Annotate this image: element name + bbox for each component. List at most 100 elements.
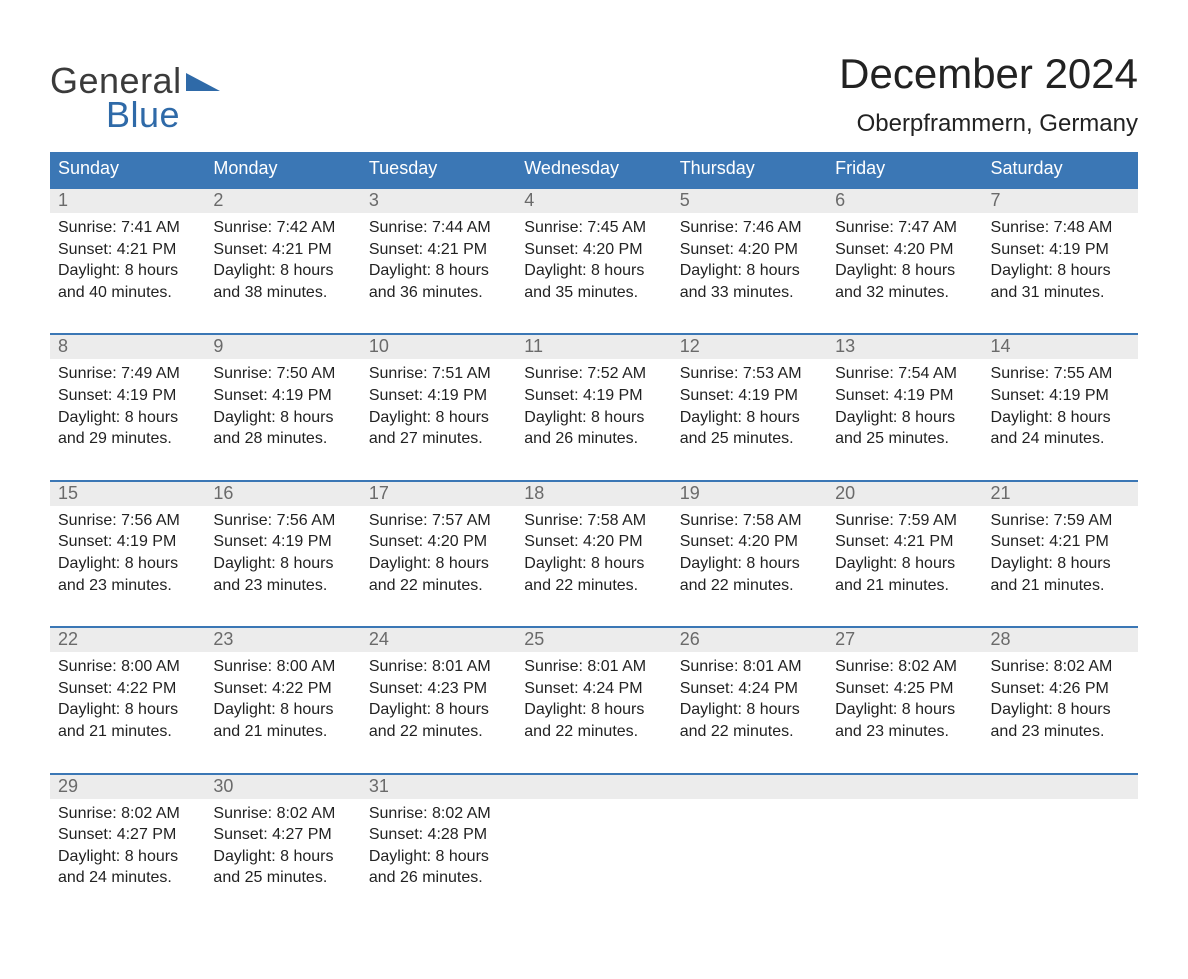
daylight-line-1: Daylight: 8 hours	[58, 407, 197, 429]
day-number: 15	[50, 482, 205, 506]
daylight-line-2: and 25 minutes.	[213, 867, 352, 889]
day-number: 9	[205, 335, 360, 359]
day-number: 6	[827, 189, 982, 213]
daylight-line-2: and 33 minutes.	[680, 282, 819, 304]
daylight-line-1: Daylight: 8 hours	[991, 260, 1130, 282]
sunset-line: Sunset: 4:19 PM	[369, 385, 508, 407]
sunset-line: Sunset: 4:23 PM	[369, 678, 508, 700]
daylight-line-2: and 24 minutes.	[991, 428, 1130, 450]
daylight-line-2: and 21 minutes.	[213, 721, 352, 743]
day-detail: Sunrise: 7:52 AMSunset: 4:19 PMDaylight:…	[516, 359, 671, 449]
daylight-line-2: and 28 minutes.	[213, 428, 352, 450]
sunrise-line: Sunrise: 7:58 AM	[680, 510, 819, 532]
day-detail: Sunrise: 8:00 AMSunset: 4:22 PMDaylight:…	[205, 652, 360, 742]
day-number	[672, 775, 827, 799]
weekday-tuesday: Tuesday	[361, 152, 516, 187]
day-number: 2	[205, 189, 360, 213]
sunset-line: Sunset: 4:21 PM	[369, 239, 508, 261]
daylight-line-1: Daylight: 8 hours	[369, 846, 508, 868]
day-number: 3	[361, 189, 516, 213]
daylight-line-2: and 23 minutes.	[58, 575, 197, 597]
day-detail: Sunrise: 7:51 AMSunset: 4:19 PMDaylight:…	[361, 359, 516, 449]
sunset-line: Sunset: 4:19 PM	[213, 531, 352, 553]
day-detail: Sunrise: 8:02 AMSunset: 4:26 PMDaylight:…	[983, 652, 1138, 742]
daylight-line-1: Daylight: 8 hours	[213, 846, 352, 868]
daylight-line-1: Daylight: 8 hours	[680, 699, 819, 721]
daylight-line-1: Daylight: 8 hours	[58, 260, 197, 282]
sunset-line: Sunset: 4:19 PM	[213, 385, 352, 407]
day-number: 12	[672, 335, 827, 359]
month-title: December 2024	[839, 50, 1138, 98]
daylight-line-1: Daylight: 8 hours	[524, 553, 663, 575]
sunrise-line: Sunrise: 7:53 AM	[680, 363, 819, 385]
sunrise-line: Sunrise: 7:45 AM	[524, 217, 663, 239]
daylight-line-2: and 21 minutes.	[835, 575, 974, 597]
logo: General Blue	[50, 60, 220, 136]
sunset-line: Sunset: 4:19 PM	[58, 531, 197, 553]
daylight-line-2: and 22 minutes.	[524, 721, 663, 743]
daylight-line-2: and 23 minutes.	[213, 575, 352, 597]
daylight-line-1: Daylight: 8 hours	[369, 407, 508, 429]
detail-row: Sunrise: 8:00 AMSunset: 4:22 PMDaylight:…	[50, 652, 1138, 772]
sunset-line: Sunset: 4:21 PM	[213, 239, 352, 261]
day-detail: Sunrise: 7:56 AMSunset: 4:19 PMDaylight:…	[50, 506, 205, 596]
daylight-line-2: and 21 minutes.	[991, 575, 1130, 597]
detail-row: Sunrise: 7:41 AMSunset: 4:21 PMDaylight:…	[50, 213, 1138, 333]
sunrise-line: Sunrise: 8:02 AM	[835, 656, 974, 678]
sunset-line: Sunset: 4:28 PM	[369, 824, 508, 846]
daylight-line-1: Daylight: 8 hours	[680, 407, 819, 429]
day-detail: Sunrise: 7:54 AMSunset: 4:19 PMDaylight:…	[827, 359, 982, 449]
weekday-wednesday: Wednesday	[516, 152, 671, 187]
daylight-line-2: and 25 minutes.	[680, 428, 819, 450]
day-number: 10	[361, 335, 516, 359]
day-detail: Sunrise: 8:02 AMSunset: 4:27 PMDaylight:…	[205, 799, 360, 889]
sunrise-line: Sunrise: 8:01 AM	[369, 656, 508, 678]
daylight-line-2: and 23 minutes.	[991, 721, 1130, 743]
sunrise-line: Sunrise: 7:48 AM	[991, 217, 1130, 239]
day-number: 1	[50, 189, 205, 213]
week-row: 22232425262728Sunrise: 8:00 AMSunset: 4:…	[50, 626, 1138, 772]
day-detail: Sunrise: 7:42 AMSunset: 4:21 PMDaylight:…	[205, 213, 360, 303]
day-number: 29	[50, 775, 205, 799]
daylight-line-2: and 29 minutes.	[58, 428, 197, 450]
sunrise-line: Sunrise: 7:51 AM	[369, 363, 508, 385]
daylight-line-2: and 21 minutes.	[58, 721, 197, 743]
sunrise-line: Sunrise: 7:56 AM	[58, 510, 197, 532]
daylight-line-1: Daylight: 8 hours	[991, 407, 1130, 429]
day-detail: Sunrise: 7:41 AMSunset: 4:21 PMDaylight:…	[50, 213, 205, 303]
sunset-line: Sunset: 4:20 PM	[524, 531, 663, 553]
day-number: 28	[983, 628, 1138, 652]
day-detail: Sunrise: 7:55 AMSunset: 4:19 PMDaylight:…	[983, 359, 1138, 449]
day-number: 7	[983, 189, 1138, 213]
sunset-line: Sunset: 4:24 PM	[680, 678, 819, 700]
daylight-line-1: Daylight: 8 hours	[369, 553, 508, 575]
sunset-line: Sunset: 4:21 PM	[991, 531, 1130, 553]
day-detail: Sunrise: 8:01 AMSunset: 4:23 PMDaylight:…	[361, 652, 516, 742]
day-number: 19	[672, 482, 827, 506]
day-detail: Sunrise: 8:01 AMSunset: 4:24 PMDaylight:…	[672, 652, 827, 742]
day-number: 26	[672, 628, 827, 652]
title-block: December 2024 Oberpframmern, Germany	[839, 50, 1138, 138]
sunset-line: Sunset: 4:27 PM	[213, 824, 352, 846]
sunset-line: Sunset: 4:21 PM	[58, 239, 197, 261]
day-number: 23	[205, 628, 360, 652]
day-number: 13	[827, 335, 982, 359]
day-detail	[827, 799, 982, 889]
weekday-friday: Friday	[827, 152, 982, 187]
day-number: 8	[50, 335, 205, 359]
day-number: 22	[50, 628, 205, 652]
daylight-line-2: and 22 minutes.	[524, 575, 663, 597]
daylight-line-1: Daylight: 8 hours	[369, 699, 508, 721]
page: General Blue December 2024 Oberpframmern…	[0, 0, 1188, 979]
sunrise-line: Sunrise: 7:56 AM	[213, 510, 352, 532]
sunrise-line: Sunrise: 7:59 AM	[835, 510, 974, 532]
day-detail: Sunrise: 7:53 AMSunset: 4:19 PMDaylight:…	[672, 359, 827, 449]
week-row: 293031Sunrise: 8:02 AMSunset: 4:27 PMDay…	[50, 773, 1138, 919]
sunrise-line: Sunrise: 7:41 AM	[58, 217, 197, 239]
day-detail: Sunrise: 7:56 AMSunset: 4:19 PMDaylight:…	[205, 506, 360, 596]
sunset-line: Sunset: 4:19 PM	[524, 385, 663, 407]
daylight-line-2: and 22 minutes.	[680, 721, 819, 743]
daylight-line-1: Daylight: 8 hours	[991, 699, 1130, 721]
weekday-sunday: Sunday	[50, 152, 205, 187]
sunset-line: Sunset: 4:25 PM	[835, 678, 974, 700]
